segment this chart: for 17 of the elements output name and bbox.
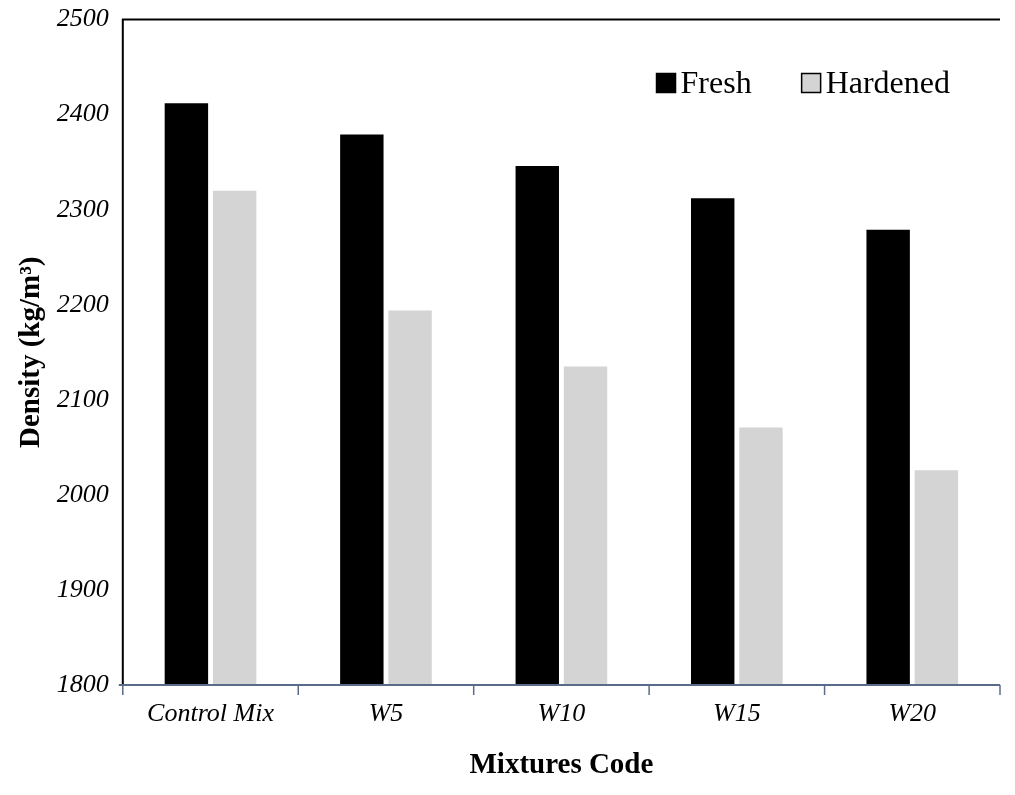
- y-tick-label: 2100: [56, 383, 109, 413]
- x-tick-label: W20: [888, 698, 937, 728]
- legend-label: Fresh: [680, 64, 752, 101]
- y-tick-label: 2200: [56, 288, 109, 318]
- y-tick-label: 1900: [56, 573, 109, 603]
- x-tick-label: W5: [368, 698, 404, 728]
- y-tick-label: 2300: [56, 193, 109, 223]
- legend-label: Hardened: [825, 64, 950, 101]
- y-tick-label: 2500: [56, 3, 109, 33]
- y-tick-label: 1800: [56, 668, 109, 698]
- y-axis-title: Density (kg/m³): [12, 256, 46, 449]
- x-tick-label: W10: [537, 698, 586, 728]
- x-tick-label: Control Mix: [147, 698, 275, 728]
- y-tick-label: 2400: [56, 98, 109, 128]
- x-tick-label: W15: [713, 698, 761, 728]
- y-tick-label: 2000: [56, 478, 109, 508]
- x-axis-title: Mixtures Code: [469, 747, 654, 780]
